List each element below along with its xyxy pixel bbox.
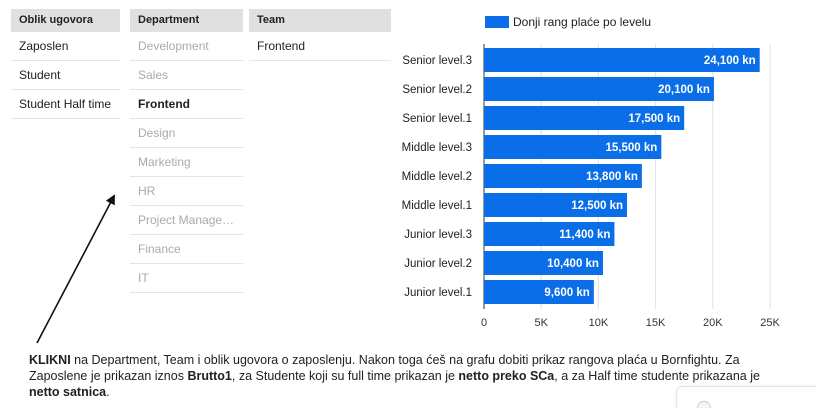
x-tick-label: 0 (481, 317, 487, 329)
bar[interactable] (484, 48, 760, 72)
bar[interactable] (484, 193, 627, 217)
corner-widget-icon (697, 401, 711, 408)
data-label: 12,500 kn (571, 200, 623, 212)
filter-list-department: Development Sales Frontend Design Marketing H… (130, 32, 243, 293)
data-label: 11,400 kn (559, 229, 610, 241)
data-label: 10,400 kn (547, 258, 599, 270)
filter-header-team: Team (249, 9, 391, 32)
category-label: Junior level.3 (404, 229, 472, 241)
bar[interactable] (484, 164, 642, 188)
filter-option-it[interactable]: IT (130, 264, 243, 293)
filter-list-oblik-ugovora: Zaposlen Student Student Half time (11, 32, 120, 119)
filter-option-zaposlen[interactable]: Zaposlen (11, 32, 120, 61)
filter-option-design[interactable]: Design (130, 119, 243, 148)
category-label: Middle level.1 (402, 200, 472, 212)
arrow-line (36, 194, 115, 344)
data-label: 24,100 kn (704, 55, 756, 67)
bar[interactable] (484, 280, 594, 304)
filter-team: Team Frontend (249, 9, 391, 61)
filter-option-development[interactable]: Development (130, 32, 243, 61)
category-label: Junior level.2 (404, 258, 472, 270)
bar[interactable] (484, 135, 662, 159)
filter-option-hr[interactable]: HR (130, 177, 243, 206)
legend-swatch (485, 16, 509, 28)
filter-option-student-half-time[interactable]: Student Half time (11, 90, 120, 119)
category-label: Senior level.2 (402, 84, 472, 96)
filter-list-team: Frontend (249, 32, 391, 61)
data-label: 15,500 kn (606, 142, 658, 154)
category-label: Middle level.2 (402, 171, 472, 183)
x-tick-label: 10K (589, 317, 609, 329)
bar[interactable] (484, 222, 615, 246)
chart-x-tick-labels: 0 5K 10K 15K 20K 25K (481, 317, 781, 329)
data-label: 20,100 kn (658, 84, 710, 96)
legend-label: Donji rang plaće po levelu (513, 15, 651, 29)
category-label: Junior level.1 (404, 287, 472, 299)
x-tick-label: 25K (760, 317, 780, 329)
filter-department: Department Development Sales Frontend Desig… (130, 9, 243, 293)
filter-option-project-management[interactable]: Project Management (130, 206, 243, 235)
instructions-bold-netto-sc: netto preko SCa (458, 369, 555, 383)
filter-option-sales[interactable]: Sales (130, 61, 243, 90)
filter-header-oblik-ugovora: Oblik ugovora (11, 9, 120, 32)
chart-bars (484, 48, 760, 304)
instructions-bold-klikni: KLIKNI (29, 353, 71, 367)
instructions-part-8: . (106, 385, 110, 399)
filter-option-finance[interactable]: Finance (130, 235, 243, 264)
instructions-part-4: , za Studente koji su full time prikazan… (231, 369, 459, 383)
instructions-bold-brutto1: Brutto1 (187, 369, 232, 383)
chart-legend: Donji rang plaće po levelu (485, 15, 651, 29)
filter-option-frontend[interactable]: Frontend (249, 32, 391, 61)
filter-option-marketing[interactable]: Marketing (130, 148, 243, 177)
data-label: 9,600 kn (544, 287, 589, 299)
filter-header-department: Department (130, 9, 243, 32)
chart-data-labels: 24,100 kn 20,100 kn 17,500 kn 15,500 kn 13,8… (544, 55, 755, 299)
category-label: Senior level.3 (402, 55, 472, 67)
data-label: 17,500 kn (628, 113, 680, 125)
bar[interactable] (484, 77, 714, 101)
filter-option-student[interactable]: Student (11, 61, 120, 90)
instructions-part-6: , a za Half time studente prikazana je (554, 369, 760, 383)
data-label: 13,800 kn (586, 171, 638, 183)
chart-category-labels: Senior level.3 Senior level.2 Senior level… (402, 55, 472, 299)
filter-oblik-ugovora: Oblik ugovora Zaposlen Student Student Hal… (11, 9, 120, 119)
x-tick-label: 5K (534, 317, 548, 329)
salary-bar-chart: Donji rang plaće po levelu Senior level.… (402, 15, 781, 329)
filter-option-frontend[interactable]: Frontend (130, 90, 243, 119)
category-label: Senior level.1 (402, 113, 472, 125)
bar[interactable] (484, 251, 603, 275)
instructions-text: KLIKNI na Department, Team i oblik ugovo… (29, 352, 789, 400)
bar[interactable] (484, 106, 685, 130)
category-label: Middle level.3 (402, 142, 472, 154)
instructions-bold-netto-satnica: netto satnica (29, 385, 107, 399)
corner-widget[interactable] (676, 386, 816, 408)
x-tick-label: 15K (646, 317, 666, 329)
x-tick-label: 20K (703, 317, 723, 329)
instructions-part-2: na Department, Team i oblik ugovora o za… (29, 353, 740, 383)
